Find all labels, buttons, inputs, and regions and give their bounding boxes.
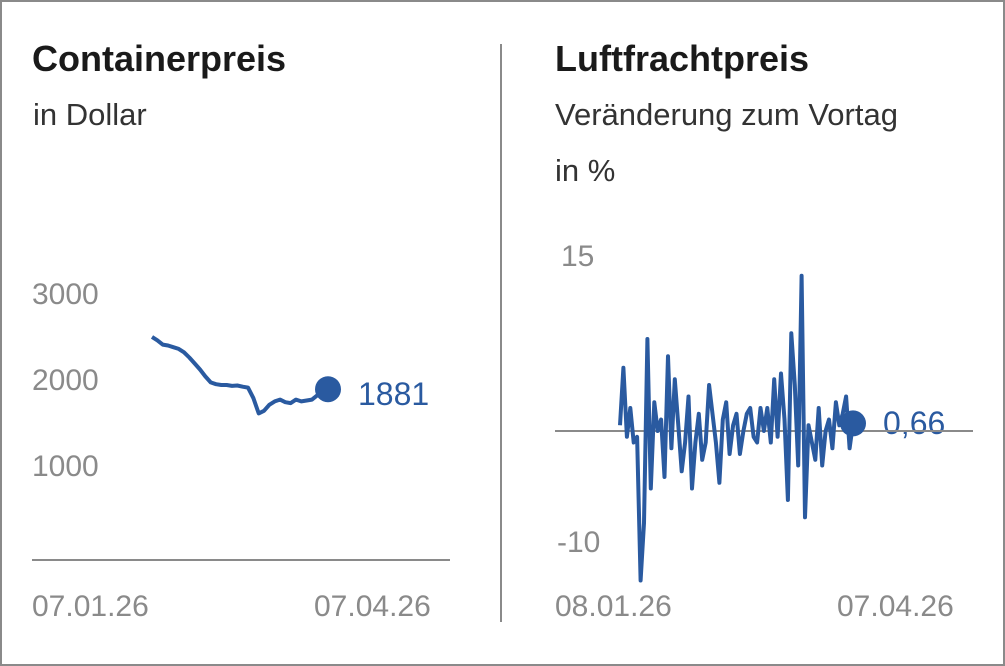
air-freight-panel: Luftfrachtpreis Veränderung zum Vortag i… xyxy=(503,0,1001,662)
container-price-panel: Containerpreis in Dollar 3000 2000 1000 … xyxy=(0,0,500,662)
y-tick-label: 15 xyxy=(561,240,595,273)
air-freight-plot xyxy=(555,273,973,583)
chart-title: Containerpreis xyxy=(32,38,287,79)
y-tick-label: 2000 xyxy=(32,364,99,397)
chart-subtitle: Veränderung zum Vortag xyxy=(555,97,898,132)
end-value-label: 0,66 xyxy=(883,405,946,441)
series-line xyxy=(618,273,855,583)
x-tick-label: 07.04.26 xyxy=(837,590,954,623)
y-tick-label: -10 xyxy=(557,526,601,559)
chart-subtitle-unit: in % xyxy=(555,153,616,188)
end-point-marker xyxy=(315,376,341,403)
end-point-marker xyxy=(840,410,866,437)
chart-title: Luftfrachtpreis xyxy=(555,38,810,79)
y-tick-label: 3000 xyxy=(32,278,99,311)
container-price-plot xyxy=(32,335,450,561)
x-tick-label: 07.01.26 xyxy=(32,590,149,623)
end-value-label: 1881 xyxy=(358,376,430,412)
x-tick-label: 07.04.26 xyxy=(314,590,431,623)
x-tick-label: 08.01.26 xyxy=(555,590,672,623)
y-tick-label: 1000 xyxy=(32,450,99,483)
series-line xyxy=(150,335,329,416)
chart-subtitle: in Dollar xyxy=(33,97,147,132)
panel-divider xyxy=(500,44,502,622)
